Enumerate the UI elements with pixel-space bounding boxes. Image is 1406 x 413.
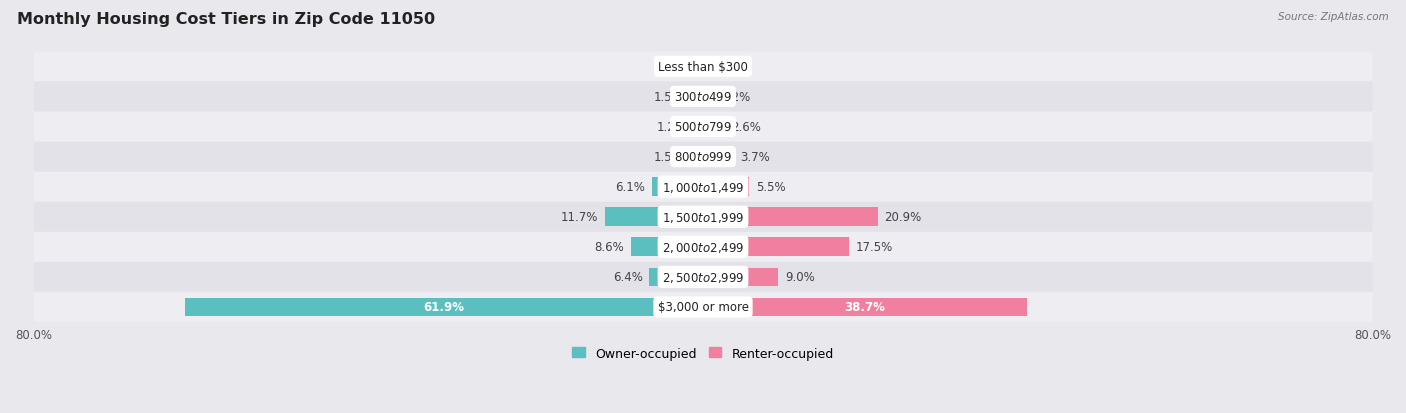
Bar: [693, 118, 703, 136]
Text: $500 to $799: $500 to $799: [673, 121, 733, 134]
Bar: [703, 58, 709, 76]
FancyBboxPatch shape: [34, 52, 1372, 82]
Bar: [690, 88, 703, 107]
Text: $1,500 to $1,999: $1,500 to $1,999: [662, 210, 744, 224]
Text: 17.5%: 17.5%: [856, 241, 893, 254]
Text: $800 to $999: $800 to $999: [673, 151, 733, 164]
Text: 8.6%: 8.6%: [595, 241, 624, 254]
Text: 6.1%: 6.1%: [616, 181, 645, 194]
Bar: [703, 238, 849, 256]
Text: $2,500 to $2,999: $2,500 to $2,999: [662, 270, 744, 284]
Text: 1.5%: 1.5%: [654, 151, 683, 164]
Text: 1.2%: 1.2%: [657, 121, 686, 134]
Text: 11.7%: 11.7%: [561, 211, 599, 224]
FancyBboxPatch shape: [34, 233, 1372, 262]
FancyBboxPatch shape: [34, 112, 1372, 142]
Bar: [703, 148, 734, 166]
Bar: [650, 268, 703, 287]
Text: 6.4%: 6.4%: [613, 271, 643, 284]
Text: 1.5%: 1.5%: [654, 91, 683, 104]
Text: Source: ZipAtlas.com: Source: ZipAtlas.com: [1278, 12, 1389, 22]
Text: 0.42%: 0.42%: [713, 91, 751, 104]
Text: 20.9%: 20.9%: [884, 211, 922, 224]
Text: Monthly Housing Cost Tiers in Zip Code 11050: Monthly Housing Cost Tiers in Zip Code 1…: [17, 12, 434, 27]
Text: $2,000 to $2,499: $2,000 to $2,499: [662, 240, 744, 254]
Bar: [690, 148, 703, 166]
Bar: [631, 238, 703, 256]
Bar: [605, 208, 703, 226]
Legend: Owner-occupied, Renter-occupied: Owner-occupied, Renter-occupied: [568, 342, 838, 365]
Bar: [693, 58, 703, 76]
Text: 61.9%: 61.9%: [423, 301, 464, 314]
FancyBboxPatch shape: [34, 172, 1372, 202]
Text: 9.0%: 9.0%: [785, 271, 814, 284]
Text: 3.7%: 3.7%: [741, 151, 770, 164]
Text: Less than $300: Less than $300: [658, 61, 748, 74]
Bar: [703, 298, 1026, 316]
Bar: [652, 178, 703, 197]
Text: 1.1%: 1.1%: [657, 61, 688, 74]
Bar: [703, 208, 877, 226]
FancyBboxPatch shape: [34, 142, 1372, 172]
Text: 38.7%: 38.7%: [845, 301, 886, 314]
FancyBboxPatch shape: [34, 202, 1372, 232]
Bar: [703, 268, 779, 287]
Text: 2.6%: 2.6%: [731, 121, 761, 134]
Text: $3,000 or more: $3,000 or more: [658, 301, 748, 314]
Bar: [186, 298, 703, 316]
Text: 0.64%: 0.64%: [716, 61, 752, 74]
FancyBboxPatch shape: [34, 82, 1372, 112]
Text: 5.5%: 5.5%: [755, 181, 786, 194]
Bar: [703, 118, 724, 136]
Text: $1,000 to $1,499: $1,000 to $1,499: [662, 180, 744, 194]
Bar: [703, 178, 749, 197]
Text: $300 to $499: $300 to $499: [673, 91, 733, 104]
FancyBboxPatch shape: [34, 262, 1372, 292]
FancyBboxPatch shape: [34, 292, 1372, 322]
Bar: [703, 88, 706, 107]
